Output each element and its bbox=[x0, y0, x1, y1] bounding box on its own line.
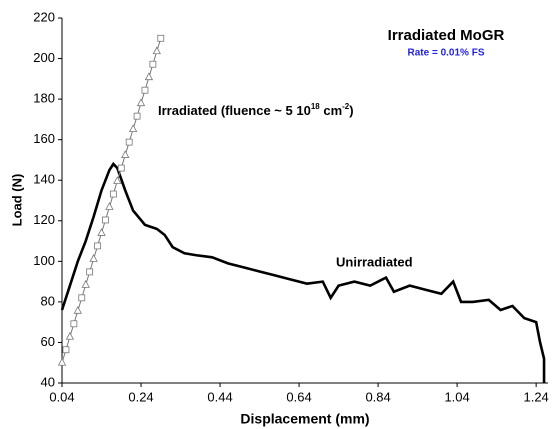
marker-square bbox=[133, 112, 141, 120]
marker-square bbox=[94, 242, 101, 250]
annotation-unirradiated: Unirradiated bbox=[336, 254, 413, 269]
marker-square bbox=[149, 60, 157, 68]
series-line bbox=[60, 161, 546, 383]
annotation-sup: 18 bbox=[311, 102, 320, 111]
marker-triangle bbox=[144, 72, 154, 81]
annotation-part: ) bbox=[349, 103, 353, 118]
x-tick-label: 0.04 bbox=[49, 389, 74, 404]
marker-square bbox=[70, 320, 78, 328]
annotation-title: Irradiated MoGR bbox=[388, 27, 505, 44]
annotation-irradiated: Irradiated (fluence ~ 5 1018 cm-2) bbox=[158, 102, 354, 118]
x-tick-label: 1.24 bbox=[523, 389, 548, 404]
marker-square bbox=[141, 86, 149, 94]
y-tick-label: 180 bbox=[33, 91, 55, 106]
y-tick-label: 80 bbox=[41, 293, 55, 308]
marker-triangle bbox=[152, 46, 161, 55]
y-tick-label: 160 bbox=[33, 131, 55, 146]
annotation-part: cm bbox=[320, 103, 342, 118]
marker-triangle bbox=[113, 176, 122, 184]
marker-square bbox=[109, 190, 117, 198]
x-tick-label: 0.64 bbox=[286, 389, 311, 404]
y-tick-label: 100 bbox=[33, 253, 55, 268]
marker-square bbox=[86, 268, 94, 276]
marker-triangle bbox=[81, 280, 90, 288]
y-axis-label: Load (N) bbox=[9, 174, 24, 227]
marker-square bbox=[78, 294, 86, 302]
marker-triangle bbox=[97, 228, 106, 236]
x-axis-label: Displacement (mm) bbox=[240, 411, 369, 427]
y-tick-label: 120 bbox=[33, 212, 55, 227]
y-tick-label: 220 bbox=[33, 9, 55, 24]
x-tick-label: 0.44 bbox=[207, 389, 232, 404]
marker-square bbox=[157, 34, 165, 42]
marker-triangle bbox=[57, 357, 67, 366]
x-tick-label: 1.04 bbox=[444, 389, 469, 404]
x-tick-label: 0.24 bbox=[128, 389, 153, 404]
marker-square bbox=[117, 164, 125, 172]
marker-square bbox=[102, 216, 109, 224]
annotation-sup: -2 bbox=[342, 102, 350, 111]
marker-square bbox=[125, 138, 133, 146]
marker-triangle bbox=[121, 150, 130, 158]
y-tick-label: 60 bbox=[41, 334, 55, 349]
x-tick-label: 0.84 bbox=[365, 389, 390, 404]
y-tick-label: 140 bbox=[33, 172, 55, 187]
annotation-part: Irradiated (fluence ~ 5 10 bbox=[158, 103, 311, 118]
marker-square bbox=[62, 346, 70, 354]
marker-triangle bbox=[128, 124, 138, 133]
marker-triangle bbox=[89, 254, 98, 262]
annotation-rate: Rate = 0.01% FS bbox=[408, 48, 485, 59]
marker-triangle bbox=[136, 98, 146, 107]
marker-triangle bbox=[105, 202, 114, 210]
y-tick-label: 200 bbox=[33, 50, 55, 65]
y-tick-label: 40 bbox=[41, 374, 55, 389]
marker-triangle bbox=[73, 305, 82, 314]
marker-triangle bbox=[65, 331, 75, 340]
